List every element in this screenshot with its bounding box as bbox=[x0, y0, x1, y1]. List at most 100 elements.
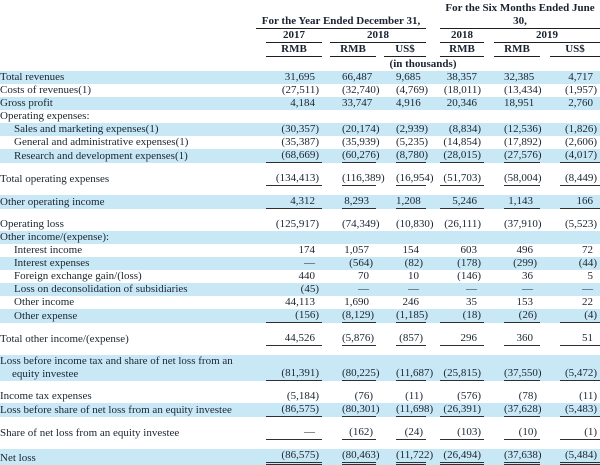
row-label: Income tax expenses bbox=[0, 390, 92, 402]
value-cell: (11) bbox=[540, 390, 600, 403]
value-text: (2,939) bbox=[396, 123, 429, 135]
col-group-header: For the Six Months Ended June 30, bbox=[426, 2, 600, 29]
row-label: Foreign exchange gain/(loss) bbox=[14, 270, 142, 282]
value-text: (60,276) bbox=[342, 149, 380, 163]
value-cell: (4,769) bbox=[376, 84, 428, 97]
value-cell: 603 bbox=[426, 244, 484, 257]
value-cell: (576) bbox=[426, 390, 484, 403]
value-text: (11) bbox=[579, 390, 598, 402]
header-empty-cell bbox=[0, 43, 246, 57]
row-label-cell: Sales and marketing expenses(1) bbox=[0, 123, 246, 136]
value-cell: (86,575) bbox=[246, 449, 322, 465]
spacer-row bbox=[0, 417, 600, 426]
table-row: Total operating expenses (134,413) (116,38… bbox=[0, 172, 600, 186]
row-label: Research and development expenses(1) bbox=[14, 150, 188, 162]
value-cell: (60,276) bbox=[322, 149, 380, 163]
value-text: (78) bbox=[518, 390, 537, 402]
value-cell: (11,687) bbox=[376, 355, 434, 381]
value-cell bbox=[426, 110, 484, 123]
value-cell: (4,017) bbox=[540, 149, 600, 163]
value-cell bbox=[246, 110, 322, 123]
value-cell: 70 bbox=[322, 270, 376, 283]
value-text: (11,722) bbox=[396, 449, 433, 465]
value-text: (1,826) bbox=[564, 123, 598, 135]
value-cell: (146) bbox=[426, 270, 484, 283]
value-text: 10 bbox=[408, 270, 419, 282]
value-cell: (27,511) bbox=[246, 84, 322, 97]
value-cell: (1,957) bbox=[540, 84, 600, 97]
value-cell: 33,747 bbox=[322, 97, 376, 110]
value-cell: (857) bbox=[376, 332, 426, 346]
row-label: General and administrative expenses(1) bbox=[14, 136, 189, 148]
value-text: (11,687) bbox=[396, 367, 434, 381]
value-cell: 2,760 bbox=[540, 97, 600, 110]
currency-label: RMB bbox=[266, 43, 322, 57]
value-text: (564) bbox=[349, 257, 373, 269]
currency-header: US$ bbox=[376, 43, 426, 57]
value-cell: (81,391) bbox=[246, 355, 322, 381]
value-text: — bbox=[582, 283, 594, 295]
table-row: Other income 44,113 1,690 246 35 153 22 bbox=[0, 296, 600, 309]
value-cell: 38,357 bbox=[426, 71, 484, 84]
value-cell: (125,917) bbox=[246, 218, 322, 231]
value-cell: 36 bbox=[484, 270, 540, 283]
value-text: 66,487 bbox=[342, 71, 373, 83]
value-cell: 296 bbox=[426, 332, 484, 346]
value-cell: 1,143 bbox=[484, 195, 540, 209]
value-cell: 10 bbox=[376, 270, 426, 283]
table-row: Total revenues 31,695 66,487 9,685 38,357 32,… bbox=[0, 71, 600, 84]
value-cell: (11,698) bbox=[376, 403, 433, 417]
value-cell: (24) bbox=[376, 426, 426, 440]
row-label: Operating loss bbox=[0, 218, 64, 230]
value-text: (5,472) bbox=[560, 367, 600, 381]
header-unit-row: (in thousands) bbox=[0, 57, 600, 71]
value-text: (37,550) bbox=[504, 367, 542, 381]
value-text: (18) bbox=[440, 309, 484, 323]
value-cell: (13,434) bbox=[484, 84, 542, 97]
row-label: Total operating expenses bbox=[0, 173, 110, 185]
value-cell: (5,235) bbox=[376, 136, 428, 149]
value-cell: 9,685 bbox=[376, 71, 426, 84]
value-cell: 44,526 bbox=[246, 332, 322, 346]
row-label: Other income bbox=[14, 296, 75, 308]
value-cell: (37,638) bbox=[484, 449, 542, 465]
col-group-header: For the Year Ended December 31, bbox=[246, 2, 426, 29]
value-cell: 496 bbox=[484, 244, 540, 257]
value-text: (51,703) bbox=[440, 172, 484, 186]
value-text: 44,526 bbox=[266, 332, 322, 346]
value-cell: (5,483) bbox=[540, 403, 600, 417]
spacer-row bbox=[0, 163, 600, 172]
header-group-row: For the Year Ended December 31, For the S… bbox=[0, 2, 600, 29]
value-cell: (45) bbox=[246, 283, 322, 296]
table-body: Total revenues 31,695 66,487 9,685 38,357 32,… bbox=[0, 71, 600, 465]
spacer-cell bbox=[0, 440, 600, 449]
row-label: Other expense bbox=[14, 310, 78, 322]
spacer-cell bbox=[0, 186, 600, 195]
currency-header: RMB bbox=[322, 43, 376, 57]
value-text: (18,011) bbox=[443, 84, 481, 96]
value-cell bbox=[322, 110, 376, 123]
year-label: 2019 bbox=[494, 29, 600, 43]
value-cell: — bbox=[376, 283, 426, 296]
value-text: (26,111) bbox=[444, 218, 481, 230]
value-text: (10) bbox=[504, 426, 540, 440]
value-cell: (11,722) bbox=[376, 449, 433, 465]
value-text: 32,385 bbox=[504, 71, 535, 83]
spacer-cell bbox=[0, 163, 600, 172]
table-row: Sales and marketing expenses(1) (30,357) (… bbox=[0, 123, 600, 136]
spacer-row bbox=[0, 186, 600, 195]
table-row: Loss on deconsolidation of subsidiaries (… bbox=[0, 283, 600, 296]
value-text: (68,669) bbox=[266, 149, 322, 163]
row-label: Interest expenses bbox=[14, 257, 90, 269]
spacer-row bbox=[0, 209, 600, 218]
value-cell bbox=[540, 110, 600, 123]
value-text: (5,184) bbox=[286, 390, 319, 402]
row-label-cell: Share of net loss from an equity investe… bbox=[0, 426, 246, 440]
table-row: Research and development expenses(1) (68,… bbox=[0, 149, 600, 163]
unit-note: (in thousands) bbox=[389, 58, 457, 70]
value-text: (1,185) bbox=[396, 309, 429, 323]
value-text: (12,536) bbox=[504, 123, 542, 135]
value-text: 5,246 bbox=[440, 195, 484, 209]
value-text: 31,695 bbox=[284, 71, 315, 83]
value-cell: (8,834) bbox=[426, 123, 484, 136]
